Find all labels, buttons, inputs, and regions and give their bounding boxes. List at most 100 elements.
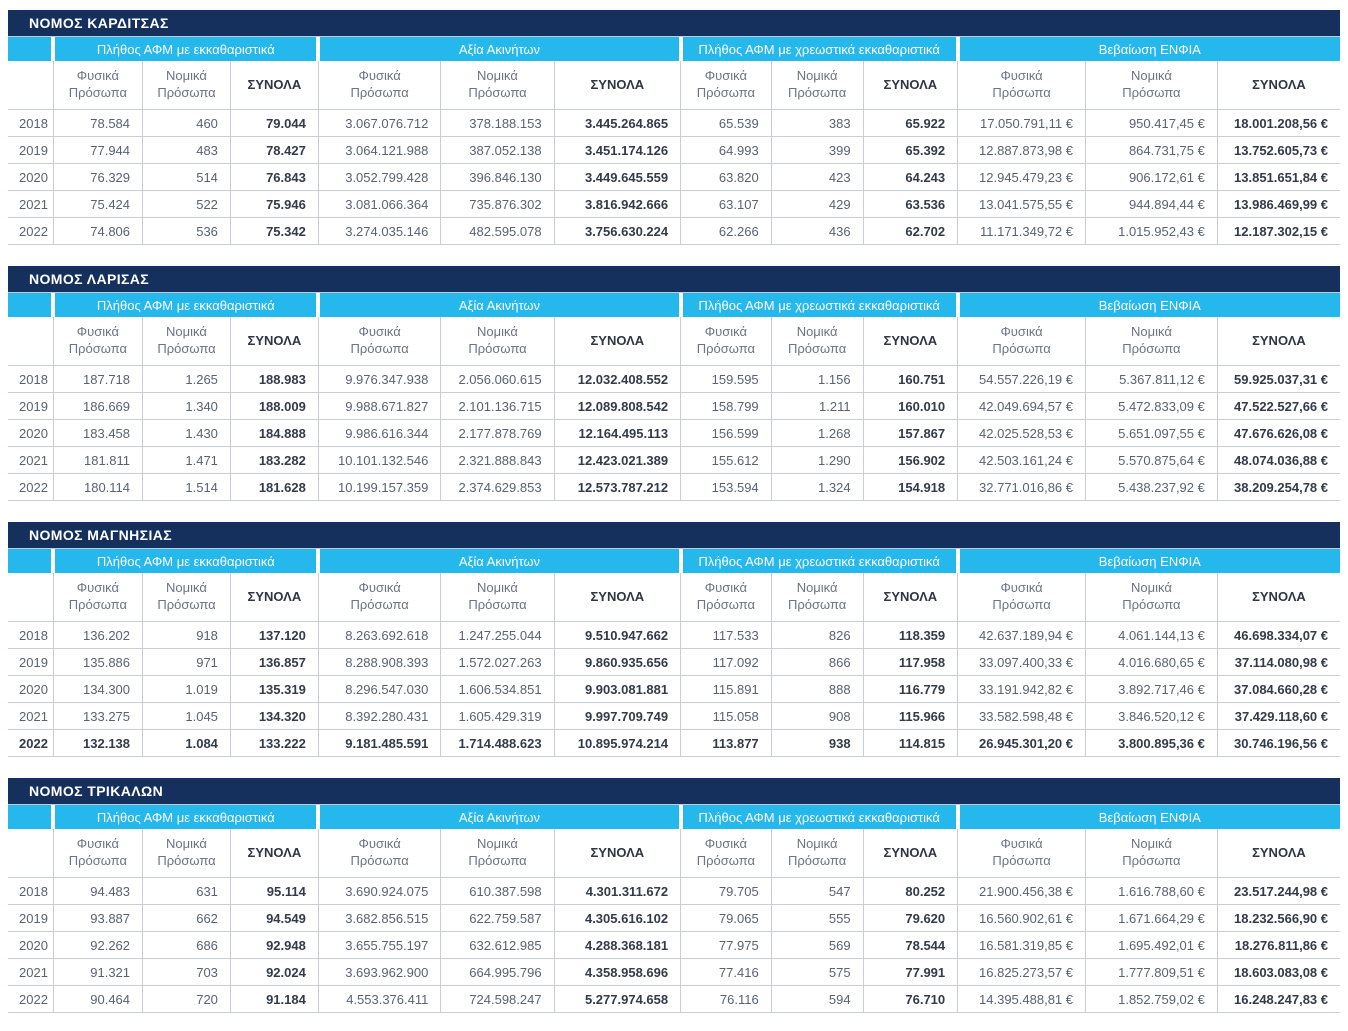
cell-synola-enfia: 46.698.334,07 € — [1216, 621, 1340, 649]
subheader-synola: ΣΥΝΟΛΑ — [229, 829, 319, 878]
cell-nomika-value: 1.572.027.263 — [440, 648, 555, 676]
subheader-fysika: Φυσικά Πρόσωπα — [680, 61, 772, 110]
cell-synola-value: 3.756.630.224 — [553, 217, 681, 245]
cell-fysika-value: 3.655.755.197 — [317, 931, 441, 959]
cell-nomika-count: 971 — [142, 648, 231, 676]
cell-fysika-count: 77.944 — [52, 136, 143, 164]
data-table: Πλήθος ΑΦΜ με εκκαθαριστικά Αξία Ακινήτω… — [8, 549, 1340, 757]
subheader-fysika: Φυσικά Πρόσωπα — [957, 317, 1086, 366]
cell-synola-debit-count: 115.966 — [862, 702, 958, 730]
table-body: 2018 78.584 460 79.044 3.067.076.712 378… — [8, 109, 1340, 245]
cell-nomika-enfia: 864.731,75 € — [1085, 136, 1218, 164]
cell-synola-value: 3.445.264.865 — [553, 109, 681, 137]
cell-fysika-debit-count: 153.594 — [680, 473, 772, 501]
cell-synola-enfia: 47.522.527,66 € — [1216, 392, 1340, 420]
table-row: 2020 134.300 1.019 135.319 8.296.547.030… — [8, 675, 1340, 703]
year-cell: 2021 — [8, 446, 54, 474]
cell-fysika-count: 94.483 — [52, 877, 143, 905]
cell-synola-debit-count: 116.779 — [862, 675, 958, 703]
cell-fysika-count: 90.464 — [52, 985, 143, 1013]
table-row: 2021 75.424 522 75.946 3.081.066.364 735… — [8, 190, 1340, 218]
subheader-row: Φυσικά Πρόσωπα Νομικά Πρόσωπα ΣΥΝΟΛΑ Φυσ… — [8, 317, 1340, 366]
cell-fysika-value: 10.101.132.546 — [317, 446, 441, 474]
subheader-nomika: Νομικά Πρόσωπα — [142, 61, 231, 110]
cell-fysika-count: 180.114 — [52, 473, 143, 501]
subheader-synola: ΣΥΝΟΛΑ — [1216, 573, 1340, 622]
cell-nomika-debit-count: 399 — [770, 136, 864, 164]
cell-nomika-count: 1.340 — [142, 392, 231, 420]
prefecture-table-section: ΝΟΜΟΣ ΜΑΓΝΗΣΙΑΣ Πλήθος ΑΦΜ με εκκαθαριστ… — [8, 522, 1340, 757]
cell-fysika-value: 3.693.962.900 — [317, 958, 441, 986]
cell-synola-count: 134.320 — [229, 702, 319, 730]
cell-synola-enfia: 12.187.302,15 € — [1216, 217, 1340, 245]
cell-fysika-debit-count: 113.877 — [680, 729, 772, 757]
cell-synola-count: 95.114 — [229, 877, 319, 905]
cell-nomika-count: 703 — [142, 958, 231, 986]
cell-synola-count: 76.843 — [229, 163, 319, 191]
cell-synola-value: 3.816.942.666 — [553, 190, 681, 218]
cell-nomika-count: 686 — [142, 931, 231, 959]
cell-fysika-debit-count: 63.107 — [680, 190, 772, 218]
subheader-nomika: Νομικά Πρόσωπα — [440, 573, 555, 622]
cell-nomika-enfia: 4.061.144,13 € — [1085, 621, 1218, 649]
cell-fysika-debit-count: 117.092 — [680, 648, 772, 676]
cell-synola-count: 137.120 — [229, 621, 319, 649]
cell-fysika-value: 10.199.157.359 — [317, 473, 441, 501]
subheader-fysika: Φυσικά Πρόσωπα — [52, 61, 143, 110]
cell-nomika-debit-count: 383 — [770, 109, 864, 137]
subheader-fysika: Φυσικά Πρόσωπα — [680, 573, 772, 622]
cell-synola-count: 78.427 — [229, 136, 319, 164]
year-cell: 2020 — [8, 931, 54, 959]
cell-fysika-count: 136.202 — [52, 621, 143, 649]
table-title: ΝΟΜΟΣ ΤΡΙΚΑΛΩΝ — [29, 783, 164, 799]
cell-synola-debit-count: 63.536 — [862, 190, 958, 218]
cell-synola-count: 92.948 — [229, 931, 319, 959]
cell-fysika-debit-count: 65.539 — [680, 109, 772, 137]
cell-nomika-count: 1.084 — [142, 729, 231, 757]
cell-fysika-count: 92.262 — [52, 931, 143, 959]
data-table: Πλήθος ΑΦΜ με εκκαθαριστικά Αξία Ακινήτω… — [8, 37, 1340, 245]
subheader-fysika: Φυσικά Πρόσωπα — [680, 829, 772, 878]
cell-fysika-count: 186.669 — [52, 392, 143, 420]
cell-nomika-value: 1.606.534.851 — [440, 675, 555, 703]
cell-fysika-enfia: 42.637.189,94 € — [957, 621, 1086, 649]
cell-synola-value: 12.089.808.542 — [553, 392, 681, 420]
group-header-spacer — [8, 293, 54, 317]
cell-nomika-value: 387.052.138 — [440, 136, 555, 164]
cell-fysika-value: 4.553.376.411 — [317, 985, 441, 1013]
cell-nomika-value: 1.247.255.044 — [440, 621, 555, 649]
subheader-nomika: Νομικά Πρόσωπα — [142, 829, 231, 878]
cell-synola-enfia: 18.232.566,90 € — [1216, 904, 1340, 932]
year-cell: 2018 — [8, 365, 54, 393]
cell-fysika-count: 132.138 — [52, 729, 143, 757]
cell-synola-count: 184.888 — [229, 419, 319, 447]
cell-nomika-value: 610.387.598 — [440, 877, 555, 905]
cell-fysika-debit-count: 79.065 — [680, 904, 772, 932]
cell-fysika-debit-count: 62.266 — [680, 217, 772, 245]
cell-fysika-count: 74.806 — [52, 217, 143, 245]
cell-fysika-enfia: 26.945.301,20 € — [957, 729, 1086, 757]
table-row: 2020 76.329 514 76.843 3.052.799.428 396… — [8, 163, 1340, 191]
cell-fysika-enfia: 16.825.273,57 € — [957, 958, 1086, 986]
table-body: 2018 94.483 631 95.114 3.690.924.075 610… — [8, 877, 1340, 1013]
subheader-synola: ΣΥΝΟΛΑ — [1216, 317, 1340, 366]
year-cell: 2018 — [8, 877, 54, 905]
table-row: 2021 91.321 703 92.024 3.693.962.900 664… — [8, 958, 1340, 986]
cell-synola-debit-count: 117.958 — [862, 648, 958, 676]
table-row: 2019 135.886 971 136.857 8.288.908.393 1… — [8, 648, 1340, 676]
subheader-synola: ΣΥΝΟΛΑ — [1216, 829, 1340, 878]
subheader-nomika: Νομικά Πρόσωπα — [1085, 317, 1218, 366]
cell-nomika-value: 482.595.078 — [440, 217, 555, 245]
cell-nomika-value: 2.056.060.615 — [440, 365, 555, 393]
cell-fysika-debit-count: 115.891 — [680, 675, 772, 703]
cell-nomika-debit-count: 1.156 — [770, 365, 864, 393]
cell-fysika-enfia: 16.560.902,61 € — [957, 904, 1086, 932]
subheader-nomika: Νομικά Πρόσωπα — [440, 317, 555, 366]
subheader-row: Φυσικά Πρόσωπα Νομικά Πρόσωπα ΣΥΝΟΛΑ Φυσ… — [8, 61, 1340, 110]
cell-fysika-count: 76.329 — [52, 163, 143, 191]
cell-nomika-value: 735.876.302 — [440, 190, 555, 218]
subheader-fysika: Φυσικά Πρόσωπα — [957, 829, 1086, 878]
cell-fysika-count: 187.718 — [52, 365, 143, 393]
group-header-spacer — [8, 549, 54, 573]
